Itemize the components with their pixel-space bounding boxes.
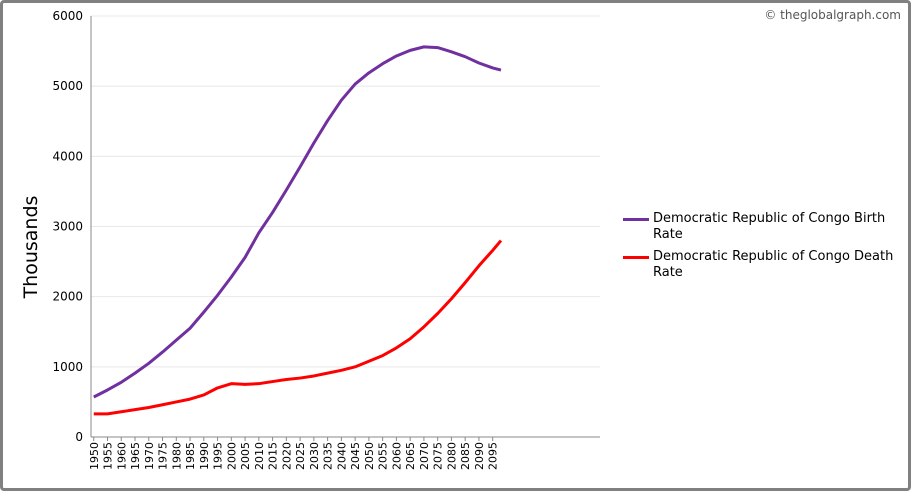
y-tick-label: 2000 <box>52 290 83 304</box>
legend-swatch <box>623 218 649 221</box>
x-tick-label: 2020 <box>280 442 293 470</box>
x-tick-label: 2015 <box>267 442 280 470</box>
x-tick-label: 2050 <box>363 442 376 470</box>
x-tick-label: 2030 <box>308 442 321 470</box>
x-tick-label: 2090 <box>473 442 486 470</box>
x-tick-label: 1990 <box>198 442 211 470</box>
legend: Democratic Republic of Congo Birth Rate D… <box>623 211 903 287</box>
x-tick-label: 1960 <box>115 442 128 470</box>
y-tick-label: 5000 <box>52 79 83 93</box>
x-tick-label: 2035 <box>322 442 335 470</box>
y-tick-label: 1000 <box>52 360 83 374</box>
legend-label: Democratic Republic of Congo Birth Rate <box>653 211 886 242</box>
legend-swatch <box>623 256 649 259</box>
x-tick-label: 2080 <box>445 442 458 470</box>
x-tick-label: 2025 <box>294 442 307 470</box>
x-tick-label: 1955 <box>102 442 115 470</box>
series-line <box>93 239 503 416</box>
x-tick-label: 1970 <box>143 442 156 470</box>
x-tick-label: 1965 <box>129 442 142 470</box>
x-tick-label: 2075 <box>432 442 445 470</box>
plot: © theglobalgraph.com Thousands 0 1000 2000… <box>20 8 901 470</box>
y-tick-label: 4000 <box>52 149 83 163</box>
watermark: © theglobalgraph.com <box>764 8 901 22</box>
x-tick-label: 2040 <box>335 442 348 470</box>
x-tick-label: 2000 <box>225 442 238 470</box>
x-tick-label: 2060 <box>390 442 403 470</box>
x-tick-label: 1950 <box>88 442 101 470</box>
x-tick-label: 2085 <box>459 442 472 470</box>
x-tick-label: 1975 <box>157 442 170 470</box>
x-tick-label: 1980 <box>170 442 183 470</box>
y-tick-label: 3000 <box>52 220 83 234</box>
legend-label: Democratic Republic of Congo Death Rate <box>653 249 894 280</box>
legend-item: Democratic Republic of Congo Birth Rate <box>623 211 903 243</box>
legend-item: Democratic Republic of Congo Death Rate <box>623 249 903 281</box>
x-tick-label: 2055 <box>377 442 390 470</box>
y-tick-label: 6000 <box>52 9 83 23</box>
x-tick-label: 2070 <box>418 442 431 470</box>
x-tick-label: 1985 <box>184 442 197 470</box>
y-tick-label: 0 <box>75 430 83 444</box>
series-line <box>93 45 502 399</box>
x-tick-label: 2065 <box>404 442 417 470</box>
x-tick-label: 2010 <box>253 442 266 470</box>
x-tick-label: 1995 <box>212 442 225 470</box>
x-tick-label: 2095 <box>487 442 500 470</box>
x-tick-label: 2005 <box>239 442 252 470</box>
x-tick-label: 2045 <box>349 442 362 470</box>
y-axis-label: Thousands <box>20 196 42 300</box>
